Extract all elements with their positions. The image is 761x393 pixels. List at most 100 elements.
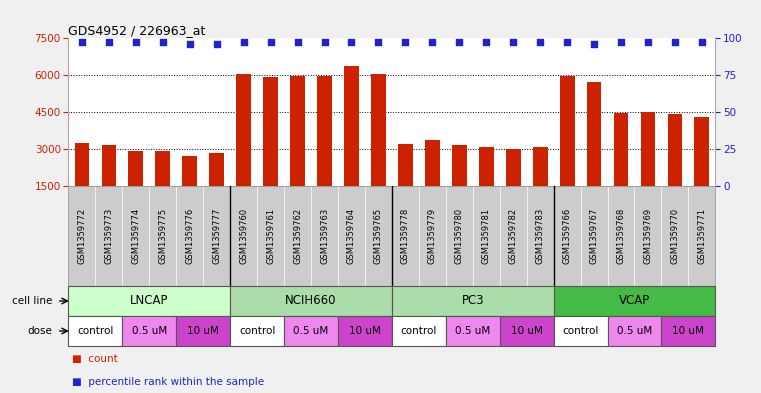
Point bbox=[103, 39, 115, 46]
Point bbox=[265, 39, 277, 46]
Text: control: control bbox=[78, 326, 113, 336]
Bar bbox=[263, 77, 278, 186]
Point bbox=[345, 39, 358, 46]
Text: GSM1359765: GSM1359765 bbox=[374, 208, 383, 264]
Text: GSM1359776: GSM1359776 bbox=[185, 208, 194, 264]
Text: GSM1359775: GSM1359775 bbox=[158, 208, 167, 264]
Bar bbox=[533, 147, 548, 186]
Point bbox=[318, 39, 330, 46]
Bar bbox=[641, 112, 655, 186]
Bar bbox=[68, 286, 230, 316]
Bar bbox=[695, 118, 709, 186]
Bar bbox=[667, 114, 683, 186]
Bar bbox=[554, 286, 715, 316]
Text: GSM1359774: GSM1359774 bbox=[132, 208, 140, 264]
Point bbox=[615, 39, 627, 46]
Text: GSM1359767: GSM1359767 bbox=[590, 208, 599, 264]
Bar bbox=[123, 316, 177, 346]
Text: PC3: PC3 bbox=[461, 294, 484, 307]
Text: GSM1359766: GSM1359766 bbox=[562, 208, 572, 264]
Bar bbox=[183, 156, 197, 186]
Text: GSM1359777: GSM1359777 bbox=[212, 208, 221, 264]
Text: control: control bbox=[562, 326, 599, 336]
Point bbox=[454, 39, 466, 46]
Point bbox=[480, 39, 492, 46]
Text: 0.5 uM: 0.5 uM bbox=[617, 326, 652, 336]
Text: GSM1359781: GSM1359781 bbox=[482, 208, 491, 264]
Text: 10 uM: 10 uM bbox=[187, 326, 219, 336]
Bar bbox=[75, 143, 89, 186]
Bar bbox=[661, 316, 715, 346]
Bar bbox=[230, 316, 284, 346]
Text: 0.5 uM: 0.5 uM bbox=[294, 326, 329, 336]
Bar bbox=[68, 316, 123, 346]
Bar bbox=[344, 66, 359, 186]
Point bbox=[588, 41, 600, 47]
Text: GSM1359779: GSM1359779 bbox=[428, 208, 437, 264]
Bar bbox=[101, 145, 116, 186]
Bar bbox=[392, 316, 446, 346]
Bar bbox=[425, 140, 440, 186]
Point bbox=[291, 39, 304, 46]
Point bbox=[157, 39, 169, 46]
Text: GSM1359760: GSM1359760 bbox=[239, 208, 248, 264]
Text: NCIH660: NCIH660 bbox=[285, 294, 337, 307]
Text: cell line: cell line bbox=[12, 296, 53, 306]
Point bbox=[400, 39, 412, 46]
Text: 0.5 uM: 0.5 uM bbox=[132, 326, 167, 336]
Bar bbox=[607, 316, 661, 346]
Bar bbox=[587, 83, 601, 186]
Text: 10 uM: 10 uM bbox=[349, 326, 381, 336]
Bar bbox=[338, 316, 392, 346]
Text: VCAP: VCAP bbox=[619, 294, 650, 307]
Bar bbox=[554, 316, 607, 346]
Bar bbox=[371, 73, 386, 186]
Text: ■  percentile rank within the sample: ■ percentile rank within the sample bbox=[72, 377, 264, 387]
Point bbox=[669, 39, 681, 46]
Bar bbox=[506, 149, 521, 186]
Text: LNCAP: LNCAP bbox=[130, 294, 169, 307]
Bar bbox=[209, 153, 224, 186]
Point bbox=[642, 39, 654, 46]
Bar bbox=[230, 286, 392, 316]
Text: GSM1359763: GSM1359763 bbox=[320, 208, 329, 264]
Point bbox=[507, 39, 519, 46]
Text: GSM1359778: GSM1359778 bbox=[401, 208, 410, 264]
Text: GSM1359773: GSM1359773 bbox=[104, 208, 113, 264]
Text: control: control bbox=[401, 326, 437, 336]
Text: GSM1359772: GSM1359772 bbox=[78, 208, 87, 264]
Bar bbox=[129, 151, 143, 186]
Bar bbox=[392, 286, 553, 316]
Text: ■  count: ■ count bbox=[72, 354, 118, 364]
Text: GSM1359768: GSM1359768 bbox=[616, 208, 626, 264]
Text: GSM1359771: GSM1359771 bbox=[697, 208, 706, 264]
Bar bbox=[177, 316, 230, 346]
Text: GSM1359764: GSM1359764 bbox=[347, 208, 356, 264]
Text: 0.5 uM: 0.5 uM bbox=[455, 326, 490, 336]
Point bbox=[183, 41, 196, 47]
Bar bbox=[284, 316, 338, 346]
Text: GSM1359783: GSM1359783 bbox=[536, 208, 545, 264]
Point bbox=[426, 39, 438, 46]
Text: GSM1359780: GSM1359780 bbox=[455, 208, 463, 264]
Text: GSM1359762: GSM1359762 bbox=[293, 208, 302, 264]
Point bbox=[561, 39, 573, 46]
Text: GSM1359761: GSM1359761 bbox=[266, 208, 275, 264]
Text: GDS4952 / 226963_at: GDS4952 / 226963_at bbox=[68, 24, 206, 37]
Bar bbox=[236, 73, 251, 186]
Bar bbox=[290, 76, 305, 186]
Text: dose: dose bbox=[27, 326, 53, 336]
Bar bbox=[559, 77, 575, 186]
Point bbox=[534, 39, 546, 46]
Text: 10 uM: 10 uM bbox=[673, 326, 705, 336]
Bar bbox=[452, 145, 466, 186]
Text: GSM1359769: GSM1359769 bbox=[644, 208, 652, 264]
Text: GSM1359782: GSM1359782 bbox=[508, 208, 517, 264]
Point bbox=[696, 39, 708, 46]
Bar bbox=[613, 113, 629, 186]
Bar bbox=[155, 151, 170, 186]
Bar bbox=[317, 76, 332, 186]
Point bbox=[76, 39, 88, 46]
Point bbox=[130, 39, 142, 46]
Bar bbox=[479, 147, 494, 186]
